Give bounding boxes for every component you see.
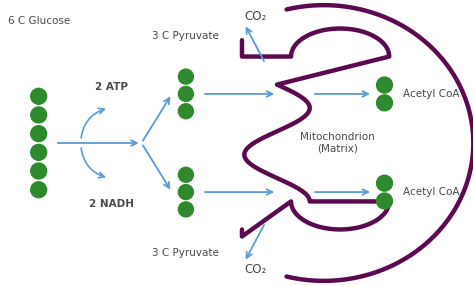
Text: CO₂: CO₂ bbox=[245, 10, 267, 23]
Circle shape bbox=[31, 126, 46, 142]
Text: 3 C Pyruvate: 3 C Pyruvate bbox=[153, 248, 219, 258]
Text: Acetyl CoA: Acetyl CoA bbox=[403, 89, 459, 99]
Text: 3 C Pyruvate: 3 C Pyruvate bbox=[153, 31, 219, 41]
Text: 2 NADH: 2 NADH bbox=[89, 199, 134, 209]
Circle shape bbox=[178, 167, 193, 182]
Circle shape bbox=[31, 182, 46, 198]
Text: 2 ATP: 2 ATP bbox=[95, 82, 128, 92]
Circle shape bbox=[31, 88, 46, 104]
FancyArrowPatch shape bbox=[81, 108, 104, 138]
Circle shape bbox=[178, 104, 193, 119]
Circle shape bbox=[178, 86, 193, 102]
Circle shape bbox=[31, 163, 46, 179]
Circle shape bbox=[376, 193, 392, 209]
Text: Mitochondrion
(Matrix): Mitochondrion (Matrix) bbox=[301, 132, 375, 154]
Circle shape bbox=[31, 144, 46, 160]
Circle shape bbox=[178, 69, 193, 84]
Circle shape bbox=[376, 77, 392, 93]
Text: 6 C Glucose: 6 C Glucose bbox=[8, 17, 70, 27]
Text: Acetyl CoA: Acetyl CoA bbox=[403, 187, 459, 197]
Circle shape bbox=[178, 184, 193, 200]
Circle shape bbox=[376, 175, 392, 191]
Circle shape bbox=[178, 202, 193, 217]
Circle shape bbox=[31, 107, 46, 123]
Circle shape bbox=[376, 95, 392, 111]
FancyArrowPatch shape bbox=[81, 148, 104, 178]
Text: CO₂: CO₂ bbox=[245, 263, 267, 276]
